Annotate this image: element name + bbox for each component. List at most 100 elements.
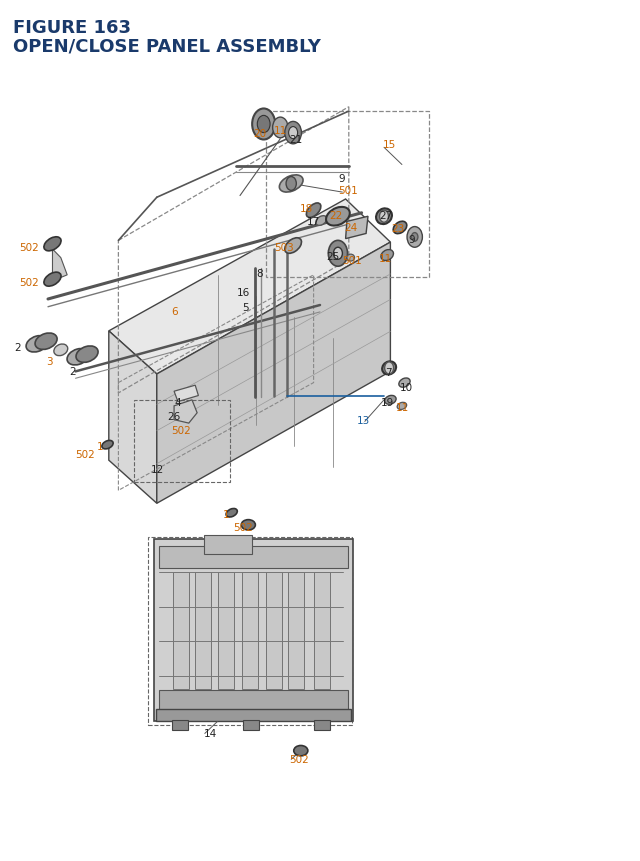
Circle shape (285, 122, 301, 145)
Polygon shape (174, 386, 198, 402)
Text: 501: 501 (338, 186, 358, 196)
Ellipse shape (326, 208, 350, 226)
Ellipse shape (67, 349, 89, 366)
Text: 502: 502 (234, 523, 253, 533)
Ellipse shape (35, 333, 57, 350)
Ellipse shape (226, 509, 237, 517)
Text: 8: 8 (256, 269, 262, 279)
Text: 3: 3 (46, 356, 52, 367)
Text: 502: 502 (172, 425, 191, 436)
Text: 1: 1 (97, 441, 104, 451)
Circle shape (273, 118, 288, 139)
Ellipse shape (241, 520, 255, 530)
Ellipse shape (316, 216, 327, 226)
Text: 26: 26 (168, 412, 181, 422)
Polygon shape (109, 331, 157, 504)
Text: 21: 21 (289, 134, 303, 145)
Text: 13: 13 (357, 415, 371, 425)
Text: 23: 23 (392, 224, 405, 234)
Text: 502: 502 (19, 277, 39, 288)
Text: 12: 12 (150, 464, 164, 474)
Ellipse shape (102, 441, 113, 449)
Circle shape (286, 177, 296, 191)
Ellipse shape (285, 238, 301, 254)
Polygon shape (174, 400, 197, 424)
Polygon shape (195, 573, 211, 689)
Polygon shape (288, 573, 304, 689)
Text: 9: 9 (338, 174, 344, 184)
Ellipse shape (399, 379, 410, 387)
Ellipse shape (381, 251, 394, 261)
Polygon shape (173, 573, 189, 689)
Circle shape (328, 241, 348, 267)
Text: 27: 27 (379, 210, 392, 220)
Polygon shape (204, 536, 252, 554)
Ellipse shape (76, 346, 98, 363)
Polygon shape (266, 573, 282, 689)
Ellipse shape (44, 238, 61, 251)
Text: 1: 1 (223, 510, 229, 520)
Text: 11: 11 (274, 126, 287, 136)
Polygon shape (314, 720, 330, 730)
Ellipse shape (280, 176, 303, 193)
Text: 16: 16 (237, 288, 250, 298)
Circle shape (289, 127, 298, 139)
Ellipse shape (44, 273, 61, 287)
Circle shape (257, 116, 270, 133)
Ellipse shape (382, 362, 396, 375)
Ellipse shape (307, 204, 321, 218)
Text: 10: 10 (400, 382, 413, 393)
Text: 501: 501 (342, 256, 362, 266)
Text: 6: 6 (172, 307, 178, 317)
Text: 11: 11 (396, 402, 409, 412)
Text: 11: 11 (379, 253, 392, 263)
Polygon shape (172, 720, 188, 730)
Text: 19: 19 (381, 398, 394, 408)
Circle shape (412, 233, 418, 242)
Circle shape (252, 109, 275, 140)
Text: 24: 24 (344, 222, 358, 232)
Polygon shape (314, 573, 330, 689)
Text: 502: 502 (19, 243, 39, 253)
Ellipse shape (393, 222, 407, 234)
Ellipse shape (397, 403, 406, 410)
Polygon shape (159, 547, 348, 568)
Polygon shape (242, 573, 258, 689)
Polygon shape (157, 243, 390, 504)
Ellipse shape (294, 746, 308, 756)
Polygon shape (156, 709, 351, 722)
Text: 17: 17 (307, 217, 321, 227)
Circle shape (333, 248, 342, 260)
Text: 2: 2 (14, 343, 20, 353)
Text: 25: 25 (326, 251, 340, 262)
Ellipse shape (54, 344, 68, 356)
Text: 15: 15 (383, 139, 396, 150)
Text: 4: 4 (174, 398, 180, 408)
Text: 502: 502 (76, 449, 95, 460)
Text: 9: 9 (408, 234, 415, 245)
Circle shape (385, 362, 394, 375)
Ellipse shape (26, 336, 48, 353)
Text: 5: 5 (242, 302, 248, 313)
Ellipse shape (347, 255, 355, 262)
Polygon shape (154, 539, 353, 722)
Text: 2: 2 (69, 367, 76, 377)
Ellipse shape (385, 396, 396, 405)
Ellipse shape (376, 209, 392, 225)
Circle shape (407, 227, 422, 248)
Text: 7: 7 (385, 368, 392, 378)
Text: 503: 503 (274, 243, 294, 253)
Text: 22: 22 (330, 210, 343, 220)
Text: 18: 18 (300, 203, 313, 214)
Text: 14: 14 (204, 728, 217, 739)
Polygon shape (346, 217, 368, 239)
Circle shape (380, 211, 388, 223)
Polygon shape (243, 720, 259, 730)
Polygon shape (109, 200, 390, 375)
Text: FIGURE 163: FIGURE 163 (13, 19, 131, 37)
Polygon shape (52, 250, 67, 282)
Polygon shape (218, 573, 234, 689)
Text: 502: 502 (289, 754, 309, 765)
Text: OPEN/CLOSE PANEL ASSEMBLY: OPEN/CLOSE PANEL ASSEMBLY (13, 38, 321, 56)
Text: 20: 20 (253, 128, 266, 139)
